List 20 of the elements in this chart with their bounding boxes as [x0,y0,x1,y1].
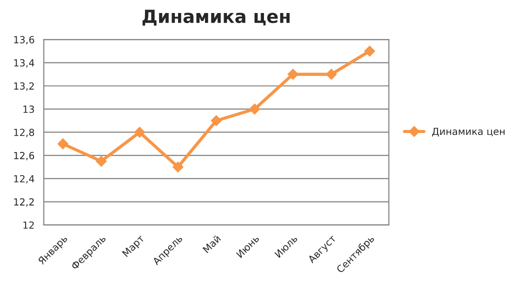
point [58,138,68,150]
y-tick-label: 12,8 [14,128,34,138]
legend-label: Динамика цен [432,128,505,136]
chart-title: Динамика цен [142,10,290,26]
y-tick-label: 13,4 [14,59,34,68]
point [326,68,337,80]
point [134,126,146,138]
y-tick-label: 12,4 [14,175,34,184]
point [96,156,107,167]
point [172,162,184,172]
y-tick-label: 13,2 [14,82,34,91]
point [210,115,222,126]
y-tick-label: 12,6 [14,152,34,160]
y-tick-label: 12,2 [14,198,34,207]
y-tick-label: 13,6 [14,36,34,44]
y-tick-label: 12 [23,221,34,229]
point [249,104,260,114]
point [364,46,376,57]
point [288,68,298,80]
y-tick-label: 13 [23,106,34,113]
